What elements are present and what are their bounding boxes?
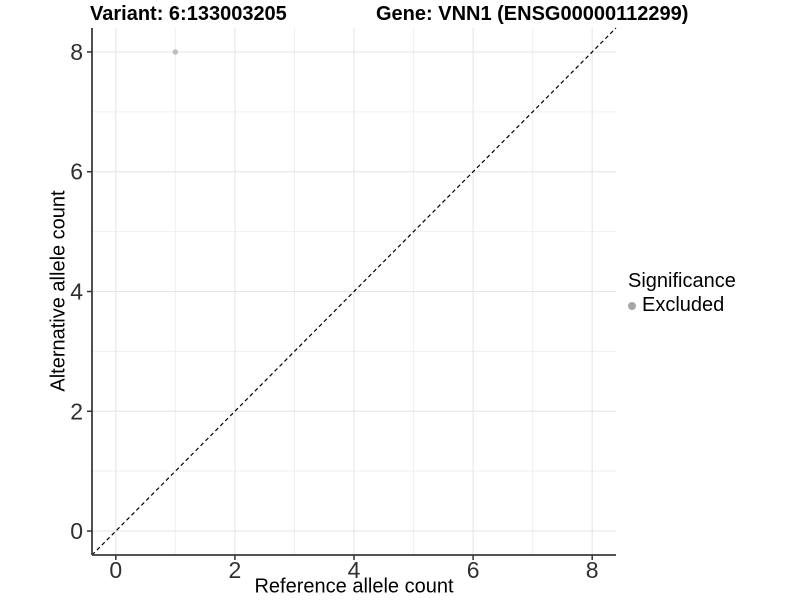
- y-axis-title: Alternative allele count: [47, 190, 70, 392]
- plot-title-gene: Gene: VNN1 (ENSG00000112299): [376, 3, 689, 25]
- x-tick-label: 2: [229, 557, 242, 583]
- data-point: [172, 49, 179, 55]
- x-tick-label: 8: [586, 557, 599, 583]
- y-tick-label: 6: [70, 159, 83, 185]
- x-tick-label: 6: [467, 557, 480, 583]
- y-tick-label: 2: [70, 398, 83, 424]
- legend-item-label: Excluded: [642, 294, 725, 316]
- identity-reference-line: [91, 27, 617, 556]
- legend-point-icon: [628, 301, 636, 310]
- x-axis-title: Reference allele count: [254, 575, 454, 598]
- y-tick-label: 4: [70, 279, 83, 305]
- legend: Significance Excluded: [628, 270, 736, 317]
- y-tick-label: 0: [70, 518, 83, 544]
- x-tick-label: 0: [109, 557, 122, 583]
- plot-title-variant: Variant: 6:133003205: [90, 3, 287, 25]
- y-tick-label: 8: [70, 39, 83, 65]
- legend-item-excluded: Excluded: [628, 294, 736, 317]
- x-tick-label: 4: [348, 557, 361, 583]
- legend-title: Significance: [628, 270, 736, 292]
